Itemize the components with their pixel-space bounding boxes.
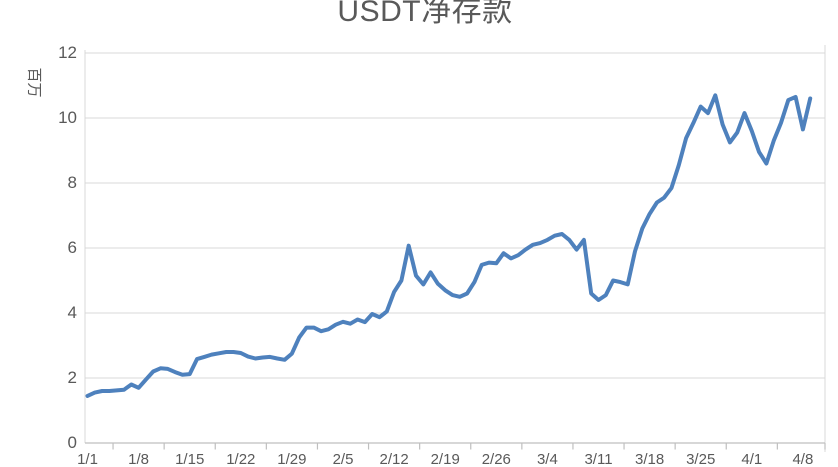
x-axis-label: 3/11	[584, 451, 613, 467]
x-axis-label: 2/19	[430, 451, 460, 467]
y-axis-title: 百万	[25, 67, 43, 98]
x-axis-label: 2/5	[332, 451, 354, 467]
x-axis-label: 3/4	[536, 451, 558, 467]
chart-line-series	[85, 93, 813, 398]
chart-title: USDT净存款	[337, 0, 513, 28]
y-axis-label: 8	[67, 173, 77, 192]
x-axis-label: 3/25	[686, 451, 716, 467]
y-axis-label: 0	[67, 433, 77, 452]
y-axis-label: 6	[67, 238, 77, 257]
y-axis-label: 12	[58, 43, 77, 62]
x-axis-label: 1/29	[277, 451, 307, 467]
y-axis-label: 10	[58, 108, 77, 127]
x-axis-label: 1/15	[175, 451, 205, 467]
x-axis-label: 2/12	[379, 451, 409, 467]
x-axis-label: 1/22	[226, 451, 256, 467]
y-axis-label: 4	[67, 303, 77, 322]
y-axis-label: 2	[67, 368, 77, 387]
x-axis-label: 4/8	[792, 451, 814, 467]
x-axis-label: 2/26	[481, 451, 511, 467]
x-axis-label: 4/1	[741, 451, 763, 467]
x-axis-label: 1/8	[128, 451, 150, 467]
x-axis-label: 3/18	[634, 451, 665, 467]
x-axis-label: 1/1	[77, 451, 98, 467]
